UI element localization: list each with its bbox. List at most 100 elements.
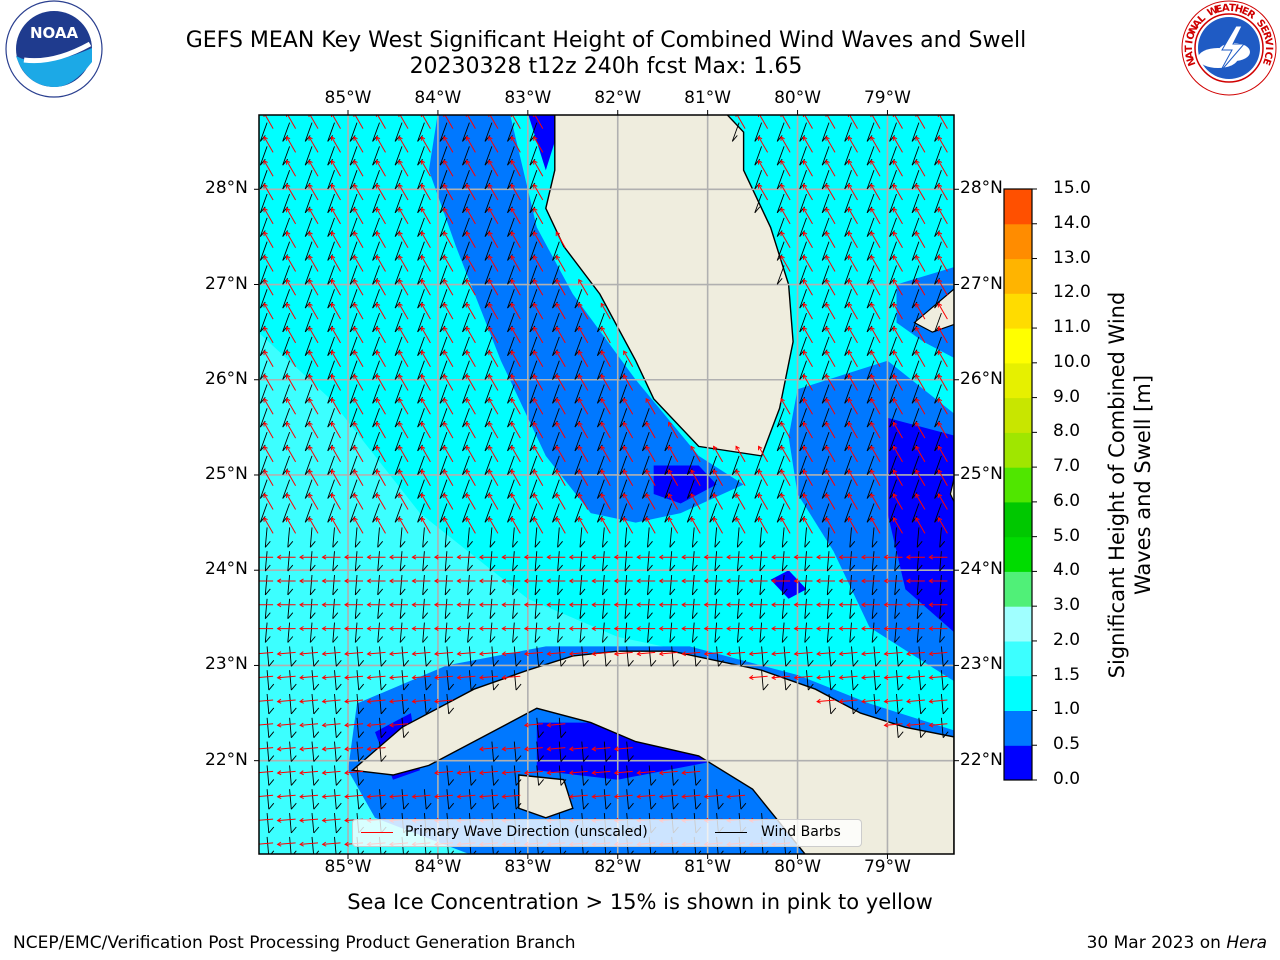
wind-barb xyxy=(558,646,562,667)
wind-barb xyxy=(332,527,335,548)
wind-barb xyxy=(379,670,382,691)
wave-arrow-head xyxy=(825,302,830,308)
wave-direction-arrow xyxy=(825,208,836,225)
wind-barb xyxy=(911,431,920,452)
wave-arrow-head xyxy=(420,231,426,237)
wind-barb xyxy=(259,122,268,142)
wind-barb xyxy=(484,503,493,523)
wind-barb-feather xyxy=(417,278,423,285)
lat-label-left: 22°N xyxy=(205,749,248,770)
wind-barb xyxy=(826,527,830,548)
wind-barb xyxy=(776,408,785,428)
wind-barb xyxy=(826,574,830,595)
wave-arrow-head xyxy=(510,350,516,356)
wave-direction-arrow xyxy=(353,398,364,415)
wave-direction-arrow xyxy=(420,327,431,344)
wind-barb xyxy=(889,146,897,166)
wind-barb-feather xyxy=(349,301,356,309)
wave-arrow-head xyxy=(883,698,889,704)
wave-direction-arrow xyxy=(555,469,566,486)
wind-barb-feather xyxy=(911,230,918,237)
wind-barb-feather xyxy=(844,349,851,356)
wind-barb xyxy=(462,479,470,499)
wave-direction-arrow xyxy=(300,651,319,655)
wind-barb xyxy=(799,384,807,404)
wind-barb-feather xyxy=(259,158,266,166)
wave-direction-arrow xyxy=(937,184,948,201)
wind-barb-feather xyxy=(287,564,294,572)
wave-arrow-head xyxy=(353,278,358,284)
wave-arrow-head xyxy=(501,794,507,800)
wind-barb xyxy=(264,622,268,643)
wind-barb xyxy=(896,670,899,691)
wave-direction-arrow xyxy=(502,675,521,679)
wave-arrow-head xyxy=(555,493,561,499)
wind-barb-feather xyxy=(259,349,266,356)
wind-barb xyxy=(866,217,875,237)
wave-arrow-head xyxy=(825,255,830,260)
wind-barb xyxy=(379,741,382,762)
wave-arrow-head xyxy=(892,159,898,165)
wave-direction-arrow xyxy=(848,279,858,296)
wave-arrow-head xyxy=(928,698,934,704)
wind-barb xyxy=(356,646,360,667)
wind-barb-feather xyxy=(304,492,311,499)
wind-barb xyxy=(911,384,920,404)
wave-arrow-head xyxy=(331,350,336,356)
wave-arrow-head xyxy=(847,159,853,165)
wind-barb-feather xyxy=(871,588,878,596)
wave-direction-arrow xyxy=(420,160,431,177)
wind-barb-feather xyxy=(304,230,311,237)
nws-ring-letter: C xyxy=(1262,51,1274,60)
wind-barb xyxy=(282,193,291,213)
wind-barb xyxy=(821,503,830,523)
wave-direction-arrow xyxy=(884,723,903,726)
wave-arrow-head xyxy=(433,602,439,608)
wave-arrow-head xyxy=(883,602,889,608)
wave-arrow-head xyxy=(353,302,358,308)
wind-barb-feather xyxy=(309,564,316,572)
wind-barb xyxy=(484,217,493,237)
wave-arrow-head xyxy=(861,674,866,680)
wave-arrow-head xyxy=(276,578,282,584)
wind-barb xyxy=(574,384,583,404)
wind-barb xyxy=(911,336,920,356)
wave-arrow-head xyxy=(488,493,493,499)
wind-barb-feather xyxy=(529,206,536,214)
wave-direction-arrow xyxy=(578,374,589,391)
wave-arrow-head xyxy=(915,469,920,475)
wind-barb-feather xyxy=(313,826,320,834)
wave-direction-arrow xyxy=(345,770,364,774)
lat-label-right: 23°N xyxy=(960,654,1003,675)
wind-barb-feather xyxy=(602,636,608,643)
wind-barb-feather xyxy=(507,516,513,523)
wave-arrow-head xyxy=(838,626,844,632)
wind-barb xyxy=(804,622,807,643)
wind-barb-feather xyxy=(686,516,693,523)
wave-arrow-head xyxy=(501,554,507,560)
wind-barb-legend-line xyxy=(715,832,747,833)
wave-direction-arrow xyxy=(263,422,274,439)
wind-barb xyxy=(309,598,313,619)
wave-arrow-head xyxy=(915,255,920,260)
wave-arrow-head xyxy=(434,794,439,800)
wind-barb xyxy=(664,479,673,499)
wind-barb xyxy=(417,170,425,190)
wind-barb xyxy=(736,598,740,619)
wind-barb xyxy=(513,646,517,667)
wave-direction-arrow xyxy=(682,770,701,774)
wave-direction-arrow xyxy=(713,469,724,486)
wave-direction-arrow xyxy=(659,794,678,798)
wind-barb xyxy=(536,646,540,667)
wind-barb xyxy=(259,146,268,166)
wind-barb-feather xyxy=(287,636,294,643)
wave-arrow-head xyxy=(915,278,920,284)
wave-direction-arrow xyxy=(510,279,521,296)
wind-barb-feather xyxy=(642,468,648,475)
wave-direction-arrow xyxy=(533,374,544,391)
wave-direction-arrow xyxy=(465,279,476,296)
wind-barb-feather xyxy=(335,826,342,834)
colorbar-tick-label: 13.0 xyxy=(1053,247,1091,268)
colorbar-tick-label: 3.0 xyxy=(1053,595,1081,616)
wave-direction-arrow xyxy=(555,231,566,248)
